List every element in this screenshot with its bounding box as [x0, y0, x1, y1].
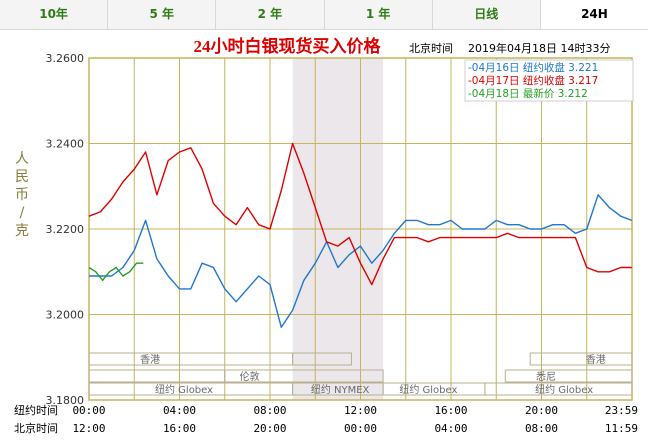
- session-label: 香港: [586, 354, 606, 366]
- session-bar: [529, 352, 633, 366]
- tab-24h[interactable]: 24H: [540, 0, 648, 29]
- session-label: 纽约 NYMEX: [311, 383, 370, 396]
- session-bar: [292, 352, 352, 366]
- x-tick-ny: 20:00: [525, 404, 558, 417]
- session-label: 悉尼: [536, 371, 556, 383]
- grid: [89, 57, 632, 401]
- tab-2y[interactable]: 2 年: [216, 0, 325, 29]
- x-tick-ny: 16:00: [434, 404, 467, 417]
- y-tick-label: 3.2000: [46, 309, 85, 322]
- session-bar: [88, 352, 294, 366]
- plot-frame: [88, 57, 633, 401]
- timestamp: 2019年04月18日 14时33分: [468, 41, 610, 55]
- x-tick-ny: 23:59: [605, 404, 638, 417]
- tab-1y[interactable]: 1 年: [325, 0, 433, 29]
- x-tick-bj: 11:59: [605, 422, 638, 435]
- x-row-label-bj: 北京时间: [14, 421, 58, 435]
- x-tick-ny: 12:00: [344, 404, 377, 417]
- y-tick-label: 3.2400: [46, 138, 85, 151]
- x-tick-ny: 08:00: [253, 404, 286, 417]
- tab-5y[interactable]: 5 年: [108, 0, 217, 29]
- legend-entry-s17: -04月17日 纽约收盘 3.217: [468, 74, 598, 87]
- session-label: 纽约 Globex: [535, 383, 593, 396]
- x-tick-bj: 12:00: [72, 422, 105, 435]
- session-bar: [504, 369, 633, 383]
- session-label: 纽约 Globex: [155, 383, 213, 396]
- series-line-s18: [88, 262, 144, 282]
- series-line-s17: [88, 142, 632, 286]
- series-lines: [88, 142, 633, 328]
- session-bar: [484, 382, 633, 396]
- y-tick-label: 3.1800: [46, 394, 85, 407]
- x-tick-bj: 00:00: [344, 422, 377, 435]
- y-tick-label: 3.2200: [46, 223, 85, 236]
- session-label: 伦敦: [240, 370, 260, 383]
- x-tick-bj: 20:00: [253, 422, 286, 435]
- session-bar: [88, 369, 226, 383]
- y-axis-label: 人民币/克: [15, 151, 29, 239]
- legend: -04月16日 纽约收盘 3.221-04月17日 纽约收盘 3.217-04月…: [464, 59, 634, 102]
- tab-10y[interactable]: 10年: [0, 0, 109, 29]
- y-axis: 3.2600 3.2400 3.2200 3.2000 3.1800: [46, 52, 85, 407]
- session-label: 纽约 Globex: [399, 383, 457, 396]
- chart-title: 24小时白银现货买入价格: [194, 36, 382, 56]
- x-tick-bj: 04:00: [434, 422, 467, 435]
- x-tick-bj: 08:00: [525, 422, 558, 435]
- beijing-time-label: 北京时间: [409, 41, 453, 55]
- tab-daily[interactable]: 日线: [433, 0, 541, 29]
- x-tick-ny: 04:00: [163, 404, 196, 417]
- legend-box: [464, 59, 634, 102]
- session-label: 香港: [140, 354, 160, 366]
- range-tabs: 10年 5 年 2 年 1 年 日线 24H: [0, 0, 648, 30]
- session-bar: [224, 369, 384, 383]
- legend-entry-s18: -04月18日 最新价 3.212: [468, 87, 588, 100]
- series-line-s16: [89, 194, 633, 328]
- legend-entry-s16: -04月16日 纽约收盘 3.221: [468, 61, 598, 74]
- y-tick-label: 3.2600: [46, 52, 85, 65]
- x-row-label-ny: 纽约时间: [14, 403, 58, 417]
- x-tick-ny: 00:00: [72, 404, 105, 417]
- x-tick-bj: 16:00: [163, 422, 196, 435]
